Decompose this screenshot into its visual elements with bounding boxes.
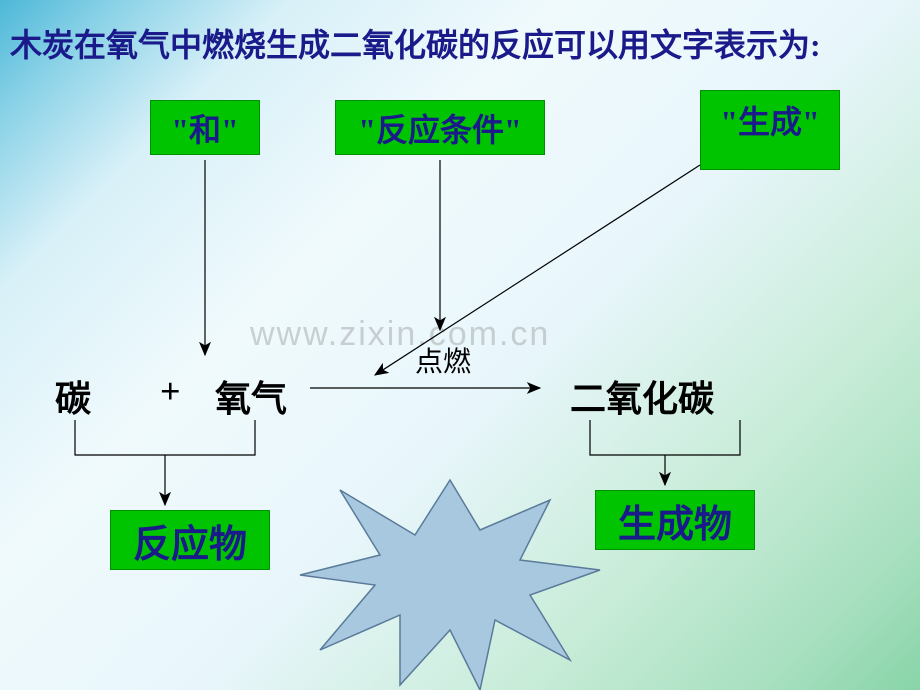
watermark-text: www.zixin.com.cn	[250, 315, 550, 354]
box-reactant: 反应物	[110, 510, 270, 570]
box-reactant-label: 反应物	[133, 513, 247, 568]
box-produce-label: "生成"	[720, 97, 820, 143]
box-condition: "反应条件"	[335, 100, 545, 155]
box-condition-label: "反应条件"	[358, 105, 522, 151]
box-and: "和"	[150, 100, 260, 155]
page-title: 木炭在氧气中燃烧生成二氧化碳的反应可以用文字表示为:	[10, 20, 821, 66]
box-product-label: 生成物	[618, 493, 732, 548]
formula-oxygen: 氧气	[215, 370, 287, 422]
box-and-label: "和"	[171, 105, 239, 151]
burst-text: 写起来很麻烦，怎么办？	[355, 552, 545, 614]
box-produce: "生成"	[700, 90, 840, 170]
formula-plus: +	[160, 370, 181, 412]
formula-carbon: 碳	[55, 370, 91, 422]
box-product: 生成物	[595, 490, 755, 550]
formula-co2: 二氧化碳	[570, 370, 714, 422]
formula-ignite: 点燃	[415, 340, 471, 380]
